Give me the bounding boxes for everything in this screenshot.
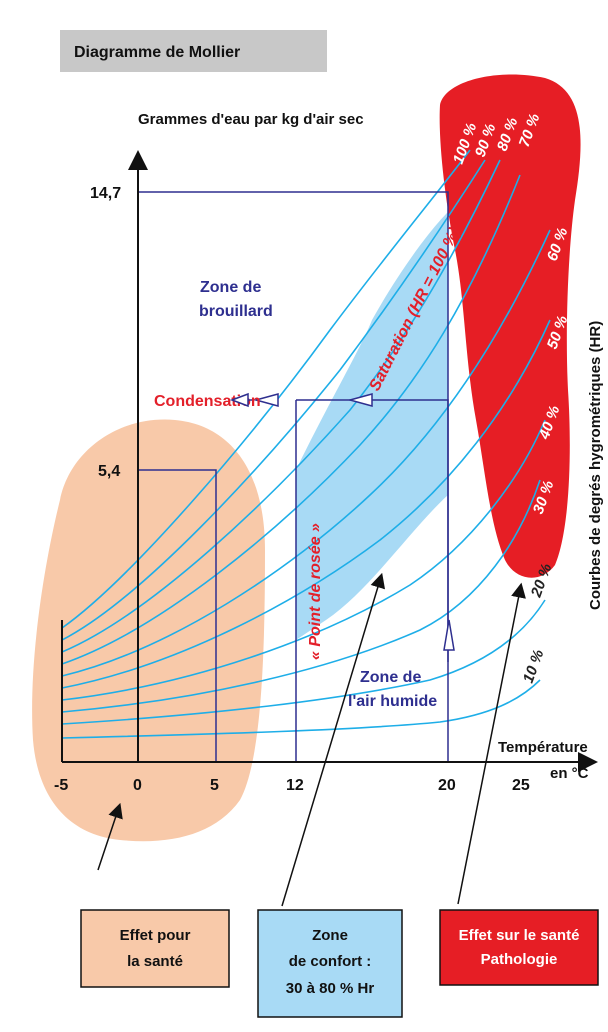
- condensation-label: Condensation: [154, 393, 261, 410]
- box-pathologie: [439, 909, 599, 986]
- side-label: Courbes de degrés hygrométriques (HR): [587, 321, 604, 610]
- point-rosee-label: « Point de rosée »: [307, 523, 324, 660]
- x-tick-5: 5: [210, 777, 219, 794]
- arrow-left-1: [347, 393, 373, 407]
- hr-curve-20: [61, 599, 546, 725]
- zone-brouillard-1: Zone de: [200, 279, 261, 296]
- x-tick-20: 20: [438, 777, 456, 794]
- x-tick-25: 25: [512, 777, 530, 794]
- pointer-pathology: [457, 582, 526, 905]
- box-effet-sante-line2: la santé: [127, 953, 183, 970]
- box-effet-sante-line1: Effet pour: [120, 927, 191, 944]
- health-zone: [32, 419, 265, 842]
- diagram-title: Diagramme de Mollier: [74, 44, 240, 61]
- zone-brouillard-2: brouillard: [199, 303, 273, 320]
- dew-arrows: [253, 393, 455, 651]
- y-tick-14-7: 14,7: [90, 185, 121, 202]
- hr-curve-60: [61, 229, 551, 677]
- arrow-left-2: [253, 393, 279, 407]
- hr-curve-100: [61, 149, 471, 629]
- guide-20-dew: [296, 399, 449, 662]
- hr-curves: [61, 149, 551, 739]
- hr-curve-30: [61, 479, 541, 713]
- arrow-up-20: [443, 619, 455, 651]
- comfort-zone: [296, 212, 448, 640]
- x-axis-label-2: en °C: [550, 765, 589, 782]
- condensation-arrow-head: [229, 392, 249, 408]
- zone-air-humide-1: Zone de: [360, 669, 421, 686]
- box-zone-confort-line2: de confort :: [289, 953, 372, 970]
- pointer-lines: [97, 572, 526, 907]
- box-zone-confort-line1: Zone: [312, 927, 348, 944]
- guide-lines: [138, 191, 449, 762]
- x-tick-minus5: -5: [54, 777, 68, 794]
- hr-curve-50: [61, 319, 551, 689]
- pointer-comfort: [281, 572, 386, 907]
- box-zone-confort: [257, 909, 403, 1018]
- hr-curve-70: [61, 174, 521, 665]
- box-zone-confort-line3: 30 à 80 % Hr: [286, 980, 375, 997]
- x-axis-label-1: Température: [498, 739, 588, 756]
- pathology-zone: [439, 74, 581, 578]
- hr-curve-90: [61, 159, 486, 641]
- x-tick-12: 12: [286, 777, 304, 794]
- hr-curve-10: [61, 679, 541, 739]
- y-tick-5-4: 5,4: [98, 463, 120, 480]
- box-pathologie-line1: Effet sur le santé: [459, 927, 580, 944]
- box-pathologie-line2: Pathologie: [481, 951, 558, 968]
- y-axis-label: Grammes d'eau par kg d'air sec: [138, 111, 364, 128]
- guide-5-4: [138, 469, 217, 762]
- pointer-health: [97, 802, 123, 871]
- title-background: [60, 30, 327, 72]
- x-tick-0: 0: [133, 777, 142, 794]
- zone-air-humide-2: l'air humide: [348, 693, 437, 710]
- box-effet-sante: [80, 909, 230, 988]
- hr-label-10: 10 %: [520, 647, 548, 685]
- hr-curve-40: [61, 419, 546, 701]
- hr-curve-80: [61, 159, 501, 653]
